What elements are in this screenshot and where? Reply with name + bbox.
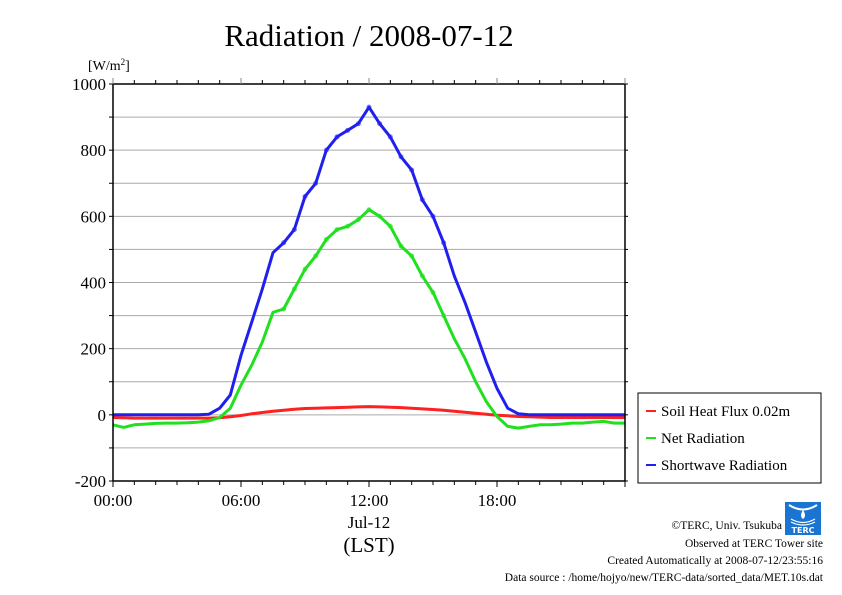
terc-logo: TERC — [785, 502, 821, 535]
svg-text:TERC: TERC — [792, 526, 815, 535]
x-tick-label: 06:00 — [222, 491, 261, 510]
y-tick-label: 600 — [81, 207, 107, 226]
chart-title: Radiation / 2008-07-12 — [224, 18, 513, 53]
x-axis-label: (LST) — [343, 533, 394, 557]
footer-created: Created Automatically at 2008-07-12/23:5… — [607, 555, 823, 567]
terc-logo-icon: TERC — [788, 504, 818, 535]
x-date-label: Jul-12 — [348, 513, 391, 532]
x-tick-label: 12:00 — [350, 491, 389, 510]
legend-label: Net Radiation — [661, 431, 745, 447]
x-tick-label: 18:00 — [478, 491, 517, 510]
x-tick-label: 00:00 — [94, 491, 133, 510]
y-tick-label: -200 — [75, 472, 106, 491]
series-line-net-radiation — [112, 208, 625, 430]
y-tick-labels: -200 0 200 400 600 800 1000 — [72, 75, 106, 491]
legend: Soil Heat Flux 0.02m Net Radiation Shortwa… — [637, 392, 822, 484]
x-tick-labels: 00:00 06:00 12:00 18:00 — [94, 491, 517, 510]
y-tick-label: 0 — [98, 406, 107, 425]
axis-ticks — [109, 78, 628, 487]
y-tick-label: 200 — [81, 340, 107, 359]
legend-box — [637, 392, 822, 484]
series-line-soil-heat-flux-0-02m — [112, 405, 625, 420]
y-tick-label: 1000 — [72, 75, 106, 94]
series-lines — [112, 105, 625, 430]
legend-label: Shortwave Radiation — [661, 458, 788, 474]
gridlines — [113, 116, 625, 449]
y-axis-unit: [W/m2] — [88, 57, 130, 74]
y-tick-label: 800 — [81, 141, 107, 160]
footer-source: Data source : /home/hojyo/new/TERC-data/… — [504, 572, 823, 584]
series-points — [281, 104, 447, 319]
footer-observed: Observed at TERC Tower site — [684, 538, 823, 550]
footer-copyright: ©TERC, Univ. Tsukuba — [671, 520, 782, 532]
legend-label: Soil Heat Flux 0.02m — [661, 404, 791, 420]
series-line-shortwave-radiation — [113, 105, 625, 417]
y-tick-label: 400 — [81, 274, 107, 293]
